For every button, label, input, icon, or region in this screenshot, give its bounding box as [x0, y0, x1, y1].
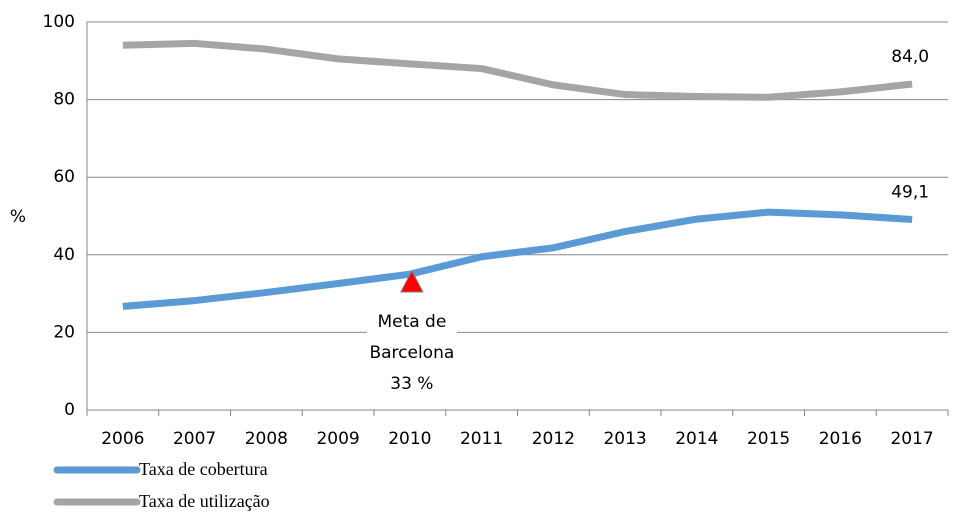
x-tick-label: 2007 — [173, 429, 216, 449]
y-tick-label: 60 — [53, 167, 75, 187]
x-tick-label: 2013 — [603, 429, 646, 449]
series-line — [122, 39, 913, 101]
y-tick-label: 0 — [64, 400, 75, 420]
series-line — [122, 208, 913, 310]
annotation-text: Barcelona — [369, 343, 454, 363]
y-tick-label: 20 — [53, 322, 75, 342]
x-tick-label: 2017 — [890, 429, 933, 449]
x-tick-label: 2016 — [819, 429, 862, 449]
x-tick-label: 2010 — [388, 429, 431, 449]
legend-label: Taxa de utilização — [139, 491, 270, 511]
y-tick-label: 40 — [53, 245, 75, 265]
data-label: 84,0 — [891, 47, 929, 67]
legend-label: Taxa de cobertura — [139, 459, 268, 479]
annotation-box — [366, 303, 457, 406]
annotation-marker — [400, 269, 424, 293]
annotation-text: Meta de — [377, 312, 446, 332]
annotation-text: 33 % — [390, 374, 433, 394]
x-tick-label: 2009 — [316, 429, 359, 449]
y-axis-label: % — [10, 207, 26, 227]
x-tick-label: 2012 — [532, 429, 575, 449]
x-tick-label: 2014 — [675, 429, 718, 449]
data-label: 49,1 — [891, 182, 929, 202]
x-tick-label: 2011 — [460, 429, 503, 449]
x-tick-label: 2006 — [101, 429, 144, 449]
x-tick-label: 2015 — [747, 429, 790, 449]
y-tick-label: 100 — [43, 12, 75, 32]
y-tick-label: 80 — [53, 90, 75, 110]
x-tick-label: 2008 — [245, 429, 288, 449]
